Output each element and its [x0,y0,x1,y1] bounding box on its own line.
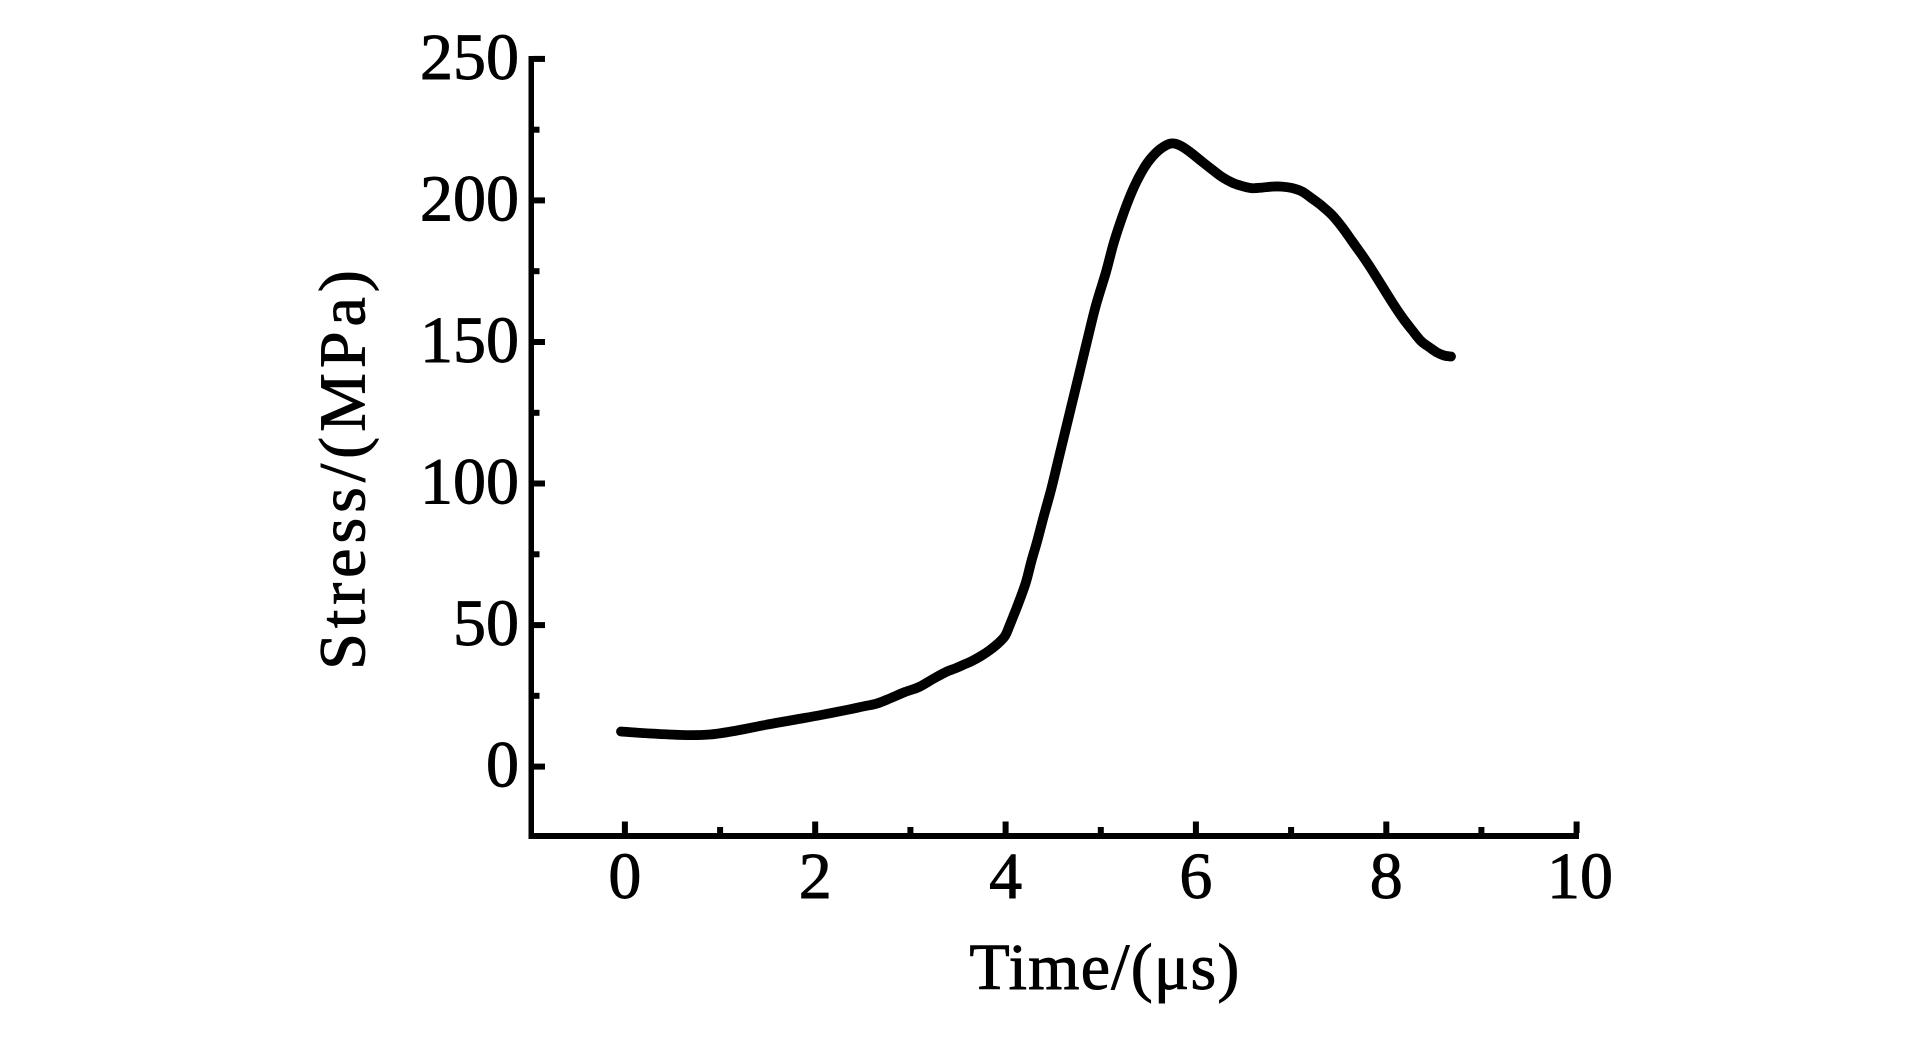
svg-text:10: 10 [1547,840,1613,913]
svg-text:8: 8 [1370,840,1403,913]
svg-text:0: 0 [486,729,519,802]
svg-text:Stress/(MPa): Stress/(MPa) [307,265,380,670]
svg-text:100: 100 [420,446,519,519]
svg-text:6: 6 [1179,840,1212,913]
svg-text:Time/(μs): Time/(μs) [969,931,1240,1004]
svg-text:50: 50 [453,587,519,660]
svg-text:4: 4 [989,840,1022,913]
svg-text:0: 0 [608,840,641,913]
svg-text:250: 250 [420,21,519,94]
svg-text:150: 150 [420,304,519,377]
svg-text:2: 2 [799,840,832,913]
svg-text:200: 200 [420,162,519,235]
